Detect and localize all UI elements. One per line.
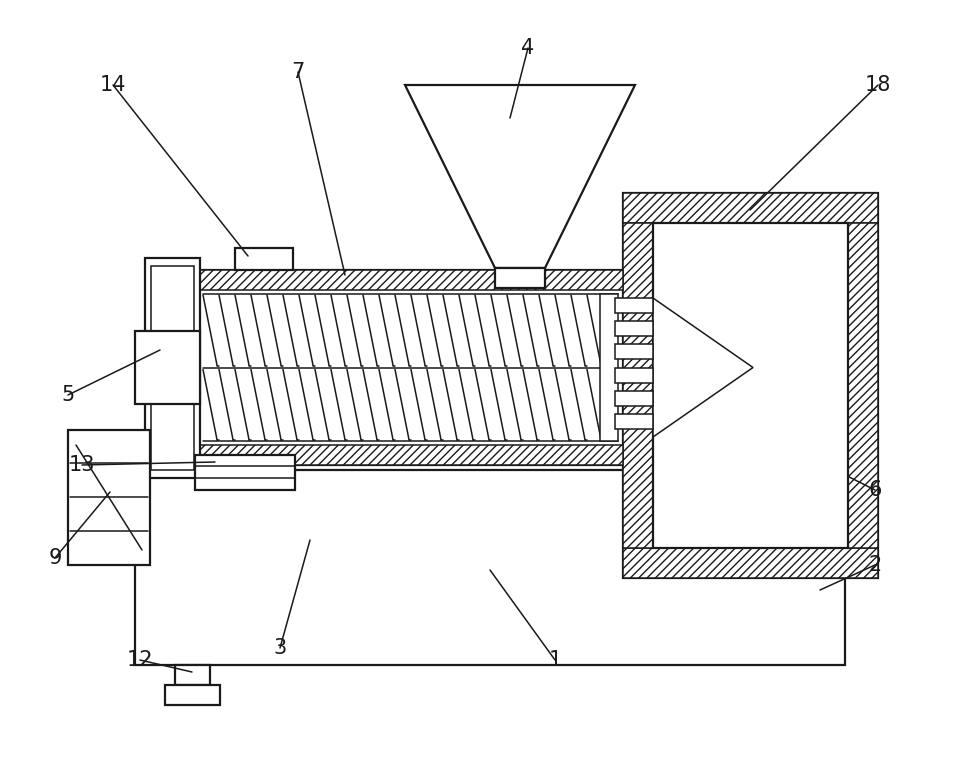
Text: 5: 5 [61,385,75,405]
Text: 18: 18 [865,75,891,95]
Bar [615,414,653,429]
Text: 9: 9 [49,548,61,568]
Bar [615,368,653,382]
Bar [600,294,618,441]
Text: 3: 3 [273,638,287,658]
Text: 7: 7 [292,62,304,82]
Bar [495,268,545,288]
Bar [151,266,194,470]
Bar [68,430,150,565]
Text: 2: 2 [869,555,881,575]
Bar [653,223,848,548]
Bar [235,248,293,270]
Polygon shape [653,298,753,437]
Bar [135,470,845,665]
Bar [623,223,653,548]
Bar [135,331,200,404]
Bar [623,193,878,223]
Text: 4: 4 [522,38,534,58]
Bar [195,455,295,490]
Bar [175,665,210,685]
Bar [615,321,653,337]
Text: 6: 6 [869,480,881,500]
Text: 12: 12 [127,650,153,670]
Bar [615,390,653,406]
Bar [198,270,623,290]
Bar [145,258,200,478]
Bar [848,223,878,548]
Bar [165,685,220,705]
Text: 14: 14 [99,75,126,95]
Bar [615,298,653,313]
Text: 13: 13 [69,455,96,475]
Text: 1: 1 [548,650,562,670]
Bar [198,270,623,465]
Bar [623,548,878,578]
Polygon shape [405,85,635,268]
Bar [198,445,623,465]
Bar [623,193,878,578]
Bar [615,344,653,359]
